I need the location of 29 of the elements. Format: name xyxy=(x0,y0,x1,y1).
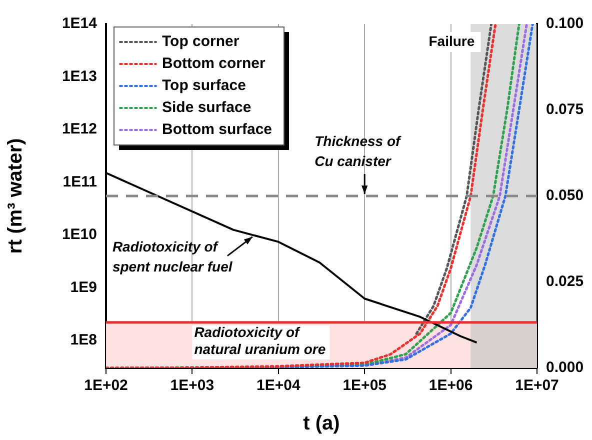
x-tick-label: 1E+05 xyxy=(342,377,386,394)
y-tick-label: 1E10 xyxy=(62,226,97,244)
ref-line-label: Radiotoxicity of natural uranium ore xyxy=(194,324,326,358)
y2-tick-label: 0.075 xyxy=(546,101,584,118)
legend-label: Top corner xyxy=(162,33,240,50)
legend-label: Top surface xyxy=(162,77,246,94)
x-axis-title: t (a) xyxy=(303,412,340,435)
y2-tick-label: 0.100 xyxy=(546,15,584,32)
legend-label: Bottom surface xyxy=(162,121,272,138)
x-tick-label: 1E+06 xyxy=(428,377,473,394)
annotation: Radiotoxicity of spent nuclear fuel xyxy=(112,238,234,275)
y-tick-label: 1E13 xyxy=(62,68,97,85)
y2-tick-label: 0.025 xyxy=(546,273,584,290)
band-label: Failure xyxy=(428,32,475,49)
ref-line-label: Thickness of Cu canister xyxy=(314,132,402,169)
x-tick-label: 1E+02 xyxy=(84,377,128,394)
y2-tick-label: 0.050 xyxy=(546,187,584,204)
x-tick-label: 1E+04 xyxy=(256,377,301,394)
y-axis-title: rt (m³ water) xyxy=(4,138,27,254)
y-tick-label: 1E12 xyxy=(62,120,97,138)
y-tick-label: 1E14 xyxy=(62,15,98,32)
legend-label: Side surface xyxy=(162,99,252,116)
y2-tick-label: 0.000 xyxy=(546,359,584,376)
legend-label: Bottom corner xyxy=(162,55,266,72)
x-tick-label: 1E+07 xyxy=(515,377,559,394)
y-tick-label: 1E11 xyxy=(62,173,97,190)
y-tick-label: 1E9 xyxy=(70,278,97,296)
x-tick-label: 1E+03 xyxy=(170,377,214,394)
y-tick-label: 1E8 xyxy=(70,332,97,349)
